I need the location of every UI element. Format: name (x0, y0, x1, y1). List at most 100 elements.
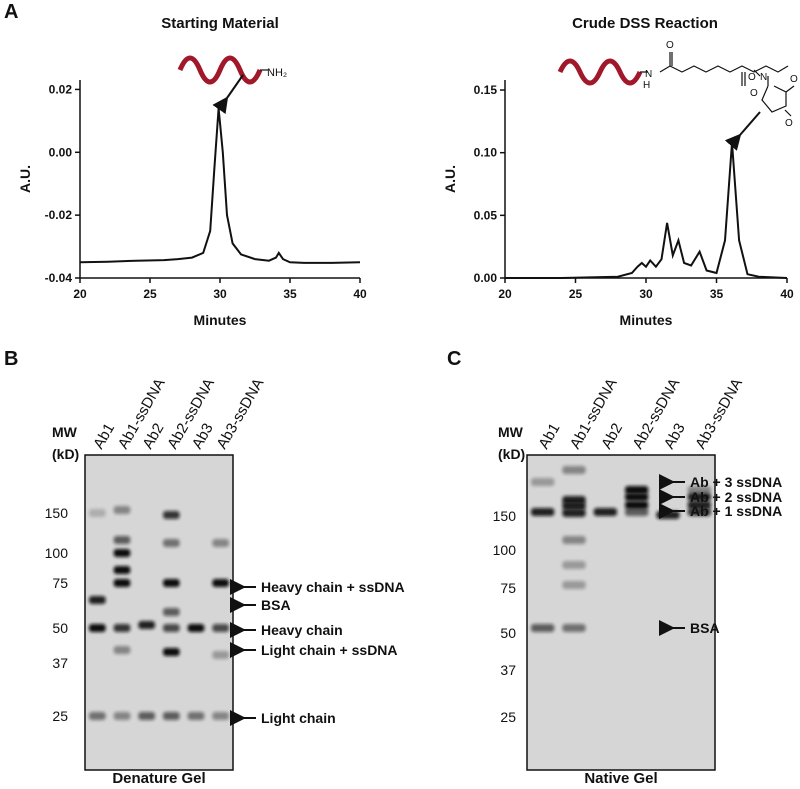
mw-marker: 150 (493, 508, 517, 524)
mw-marker: 50 (52, 620, 68, 636)
gel-band (113, 646, 131, 654)
x-tick-label: 20 (498, 287, 512, 301)
gel-band (562, 466, 586, 474)
lane-label: Ab1 (90, 420, 118, 452)
gel-band (113, 536, 131, 544)
gel-band (656, 511, 680, 519)
y-axis-label: A.U. (442, 165, 458, 193)
lane-label: Ab2 (598, 420, 626, 452)
band-annotation: Light chain (261, 710, 336, 726)
x-tick-label: 20 (73, 287, 87, 301)
mw-unit: (kD) (52, 446, 79, 462)
gel-band (212, 651, 229, 659)
mw-marker: 100 (493, 542, 517, 558)
gel-band (138, 712, 155, 720)
y-tick-label: 0.00 (49, 145, 73, 159)
panel-label: A (4, 1, 18, 23)
panel-label: C (447, 348, 461, 370)
x-tick-label: 25 (143, 287, 157, 301)
gel-band (562, 502, 586, 510)
y-tick-label: 0.10 (474, 146, 498, 160)
band-annotation: Ab + 3 ssDNA (690, 474, 782, 490)
gel-band (687, 508, 711, 516)
gel-band (212, 624, 229, 632)
molecule-label: NH₂ (267, 67, 287, 79)
gel-band (163, 608, 180, 616)
lane-label: Ab1 (535, 420, 563, 452)
mw-marker: 75 (52, 575, 68, 591)
gel-band (562, 624, 586, 632)
mw-unit: (kD) (498, 446, 525, 462)
gel-band (687, 493, 711, 501)
y-tick-label: 0.02 (49, 82, 73, 96)
gel-band (562, 536, 586, 544)
gel-band (625, 486, 649, 494)
atom-label: N (645, 69, 652, 80)
band-annotation: BSA (690, 620, 720, 636)
gel-band (593, 508, 617, 516)
gel-band (113, 566, 131, 574)
arrow (724, 111, 761, 151)
gel-band (113, 624, 131, 632)
x-tick-label: 30 (639, 287, 653, 301)
x-axis-label: Minutes (620, 312, 673, 328)
atom-label: H (643, 80, 650, 91)
gel-band (531, 478, 555, 486)
y-tick-label: 0.15 (474, 83, 498, 97)
lane-label: Ab3-ssDNA (213, 376, 267, 452)
gel-band (212, 539, 229, 547)
mw-title: MW (52, 424, 78, 440)
gel-band (163, 624, 180, 632)
mw-marker: 75 (500, 580, 516, 596)
gel-band (625, 501, 649, 509)
gel-band (163, 511, 180, 519)
band-annotation: Ab + 2 ssDNA (690, 489, 782, 505)
dna-strand (177, 55, 263, 85)
atom-label: O (790, 74, 798, 85)
x-tick-label: 35 (283, 287, 297, 301)
lane-label: Ab3-ssDNA (692, 376, 746, 452)
mw-marker: 150 (45, 505, 69, 521)
gel-band (625, 493, 649, 501)
y-tick-label: -0.04 (45, 271, 73, 285)
gel-band (113, 549, 131, 557)
gel-band (562, 581, 586, 589)
x-tick-label: 35 (710, 287, 724, 301)
mw-marker: 37 (500, 662, 516, 678)
mw-marker: 50 (500, 625, 516, 641)
band-annotation: Heavy chain + ssDNA (261, 579, 405, 595)
gel-band (89, 624, 106, 632)
x-tick-label: 25 (569, 287, 583, 301)
atom-label: O (748, 72, 756, 83)
x-tick-label: 30 (213, 287, 227, 301)
mw-marker: 25 (500, 709, 516, 725)
gel-band (89, 509, 106, 517)
band-annotation: Ab + 1 ssDNA (690, 503, 782, 519)
arrow (212, 74, 244, 115)
gel-band (138, 621, 155, 629)
x-axis-label: Minutes (194, 312, 247, 328)
gel-band (163, 579, 180, 587)
gel-band (163, 648, 180, 656)
chart-title: Starting Material (161, 15, 279, 32)
gel-band (113, 712, 131, 720)
mw-marker: 100 (45, 545, 69, 561)
y-tick-label: 0.05 (474, 208, 498, 222)
gel-band (531, 624, 555, 632)
y-tick-label: -0.02 (45, 208, 73, 222)
mw-marker: 25 (52, 708, 68, 724)
chart-title: Crude DSS Reaction (572, 15, 718, 32)
trace (505, 142, 788, 279)
atom-label: N (760, 72, 767, 83)
gel-band (687, 501, 711, 509)
gel-band (113, 506, 131, 514)
gel-band (212, 712, 229, 720)
atom-label: O (750, 88, 758, 99)
gel-band (212, 579, 229, 587)
gel-band (625, 508, 649, 516)
gel-caption: Native Gel (584, 770, 657, 784)
gel (526, 454, 716, 771)
lane-label: Ab3 (661, 420, 689, 452)
band-annotation: Heavy chain (261, 622, 343, 638)
band-annotation: BSA (261, 597, 291, 613)
